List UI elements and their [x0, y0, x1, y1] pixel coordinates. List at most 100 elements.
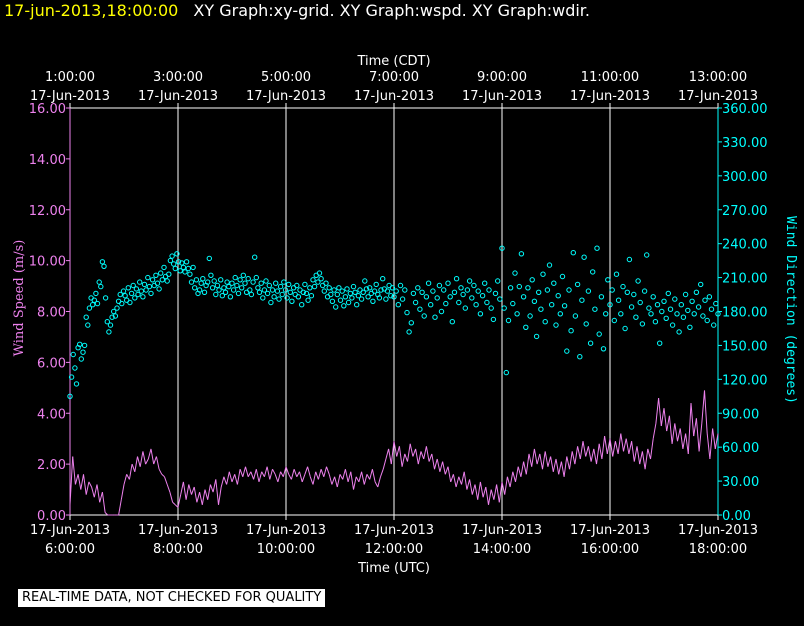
wind-direction-point — [600, 346, 607, 352]
top-tick-time: 3:00:00 — [153, 70, 203, 85]
wind-direction-point — [193, 277, 200, 283]
wind-direction-point — [378, 287, 384, 293]
wind-speed-segment — [479, 481, 484, 498]
wind-direction-point — [146, 283, 153, 290]
wind-speed-segment — [466, 479, 471, 490]
wind-direction-point — [347, 290, 353, 297]
wind-direction-point — [462, 305, 468, 311]
wind-direction-point — [603, 311, 609, 317]
wind-direction-point — [367, 285, 373, 291]
wind-direction-point — [536, 289, 542, 295]
wind-speed-segment — [169, 491, 174, 503]
wind-direction-point — [581, 254, 587, 260]
wind-speed-segment — [301, 474, 306, 483]
wind-speed-segment — [555, 458, 560, 475]
wind-direction-point — [70, 351, 76, 358]
wind-speed-segment — [668, 415, 673, 444]
wind-speed-segment — [552, 458, 557, 472]
wind-direction-point — [514, 311, 520, 317]
wind-direction-point — [282, 287, 289, 293]
bottom-tick-time: 10:00:00 — [257, 542, 315, 557]
wind-direction-point — [222, 289, 229, 295]
wind-speed-segment — [315, 471, 319, 480]
wind-direction-point — [303, 290, 310, 297]
wind-direction-point — [106, 329, 112, 335]
wind-direction-point — [388, 293, 394, 299]
wind-speed-segment — [704, 390, 708, 434]
wind-speed-segment — [377, 476, 381, 488]
wind-direction-point — [318, 276, 324, 282]
wind-direction-point — [154, 280, 161, 286]
wind-direction-point — [531, 298, 538, 304]
bottom-tick-time: 8:00:00 — [153, 542, 203, 557]
wind-speed-segment — [639, 451, 643, 465]
wind-speed-segment — [461, 471, 465, 485]
wind-speed-segment — [91, 486, 95, 498]
wind-direction-point — [700, 313, 706, 319]
wind-direction-point — [137, 279, 143, 285]
wind-direction-point — [713, 300, 719, 307]
wind-speed-segment — [280, 471, 284, 478]
wind-speed-segment — [582, 441, 587, 457]
wind-direction-point — [659, 308, 665, 315]
wind-direction-point — [229, 280, 235, 286]
wind-direction-point — [122, 293, 128, 299]
wind-direction-point — [187, 271, 193, 277]
wind-speed-segment — [380, 469, 384, 477]
wind-direction-point — [434, 295, 440, 301]
wind-direction-point — [559, 273, 566, 280]
wind-direction-point — [687, 324, 693, 330]
wind-speed-segment — [609, 438, 614, 457]
wind-speed-segment — [566, 456, 570, 470]
wind-speed-segment — [714, 433, 719, 449]
wind-direction-point — [235, 290, 242, 297]
wind-speed-segment — [509, 471, 514, 488]
wind-direction-point — [518, 251, 525, 257]
wind-direction-point — [166, 271, 172, 277]
right-tick-label: 0.00 — [722, 509, 751, 524]
wind-direction-point — [289, 298, 295, 304]
wind-speed-segment — [174, 504, 179, 508]
right-tick-label: 330.00 — [722, 136, 768, 151]
wind-direction-point — [592, 306, 598, 312]
wind-direction-point — [633, 314, 639, 320]
wind-speed-segment — [660, 408, 665, 427]
wind-direction-point — [185, 265, 192, 272]
wind-direction-point — [67, 393, 73, 399]
wind-direction-point — [438, 308, 445, 315]
wind-direction-point — [380, 276, 386, 282]
wind-direction-point — [555, 293, 561, 299]
top-tick-date: 17-Jun-2013 — [462, 89, 542, 104]
wind-speed-segment — [390, 441, 395, 465]
wind-speed-segment — [452, 474, 457, 488]
wind-direction-point — [607, 302, 613, 308]
wind-direction-point — [639, 321, 646, 327]
wind-direction-point — [341, 303, 347, 309]
wind-direction-point — [130, 282, 136, 289]
wind-direction-point — [486, 287, 492, 293]
wind-direction-point — [473, 302, 479, 308]
wind-speed-segment — [506, 476, 511, 488]
left-tick-label: 0.00 — [37, 509, 66, 524]
right-tick-label: 210.00 — [722, 272, 768, 287]
wind-direction-point — [104, 319, 111, 325]
wind-direction-point — [159, 277, 166, 283]
left-tick-label: 14.00 — [29, 153, 66, 168]
wind-speed-segment — [474, 484, 479, 500]
wind-direction-point — [132, 295, 138, 301]
wind-speed-segment — [485, 486, 489, 505]
wind-speed-segment — [482, 486, 487, 498]
wind-direction-point — [529, 277, 535, 283]
wind-direction-point — [706, 294, 713, 300]
top-tick-date: 17-Jun-2013 — [138, 89, 218, 104]
wind-speed-segment — [69, 456, 74, 505]
top-tick-time: 7:00:00 — [369, 70, 419, 85]
wind-direction-point — [188, 279, 195, 285]
wind-direction-point — [102, 295, 109, 301]
wind-direction-point — [94, 300, 101, 307]
wind-speed-segment — [272, 468, 276, 475]
left-tick-label: 10.00 — [29, 255, 66, 270]
wind-direction-point — [128, 290, 135, 297]
wind-speed-segment — [504, 476, 508, 495]
wind-speed-segment — [436, 458, 441, 472]
